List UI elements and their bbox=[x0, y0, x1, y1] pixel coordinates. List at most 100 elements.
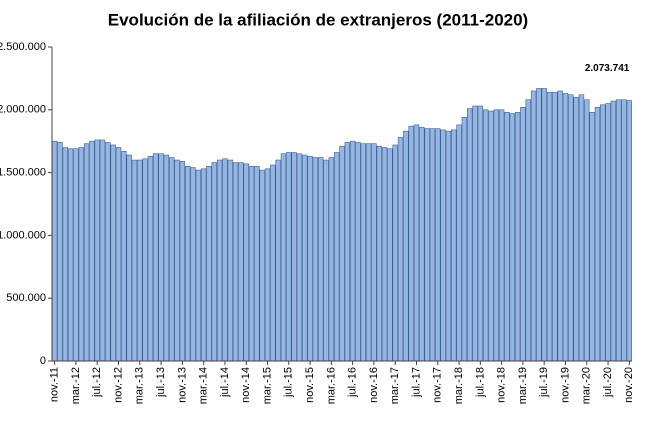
y-tick-label: 500.000 bbox=[6, 292, 46, 304]
bar bbox=[222, 158, 228, 362]
bar bbox=[477, 105, 484, 362]
bar bbox=[349, 140, 356, 362]
bar bbox=[504, 112, 510, 362]
bar bbox=[94, 139, 100, 362]
x-tick-label: nov.-13 bbox=[176, 367, 188, 403]
bar bbox=[110, 144, 116, 362]
x-tick-label: jul.-18 bbox=[474, 367, 486, 398]
bar bbox=[546, 91, 553, 362]
bar bbox=[594, 106, 601, 362]
bar bbox=[493, 109, 500, 362]
bar bbox=[280, 153, 287, 362]
bar bbox=[419, 127, 425, 362]
x-tick-label: mar.-13 bbox=[134, 367, 146, 404]
bar bbox=[536, 88, 542, 362]
bar bbox=[440, 129, 446, 362]
x-tick-label: jul.-13 bbox=[155, 367, 167, 398]
bar bbox=[365, 143, 372, 362]
bar bbox=[200, 168, 207, 362]
y-tick-label: 1.500.000 bbox=[0, 167, 46, 179]
x-tick-label: mar.-19 bbox=[517, 367, 529, 404]
bar bbox=[105, 142, 111, 362]
y-tick-label: 0 bbox=[40, 355, 46, 367]
x-tick-label: nov.-17 bbox=[432, 367, 444, 403]
x-tick-label: jul.-19 bbox=[538, 367, 550, 398]
bar bbox=[137, 159, 143, 362]
x-tick-label: nov.-15 bbox=[304, 367, 316, 403]
bar bbox=[89, 140, 95, 362]
bar bbox=[275, 159, 281, 362]
bar bbox=[270, 164, 276, 362]
bar bbox=[206, 166, 212, 362]
x-tick-label: nov.-19 bbox=[559, 367, 571, 403]
x-tick-label: jul.-16 bbox=[347, 367, 359, 398]
bar bbox=[62, 147, 68, 362]
bar bbox=[616, 99, 622, 362]
bar bbox=[195, 169, 202, 362]
bar bbox=[190, 167, 196, 362]
x-tick-label: mar.-18 bbox=[453, 367, 465, 404]
bar bbox=[467, 108, 473, 362]
bar bbox=[99, 139, 106, 362]
bar bbox=[435, 128, 441, 362]
bar bbox=[392, 144, 398, 362]
bar bbox=[248, 166, 255, 362]
bar bbox=[51, 140, 58, 362]
bar bbox=[525, 99, 531, 362]
bar bbox=[413, 124, 420, 362]
bar bbox=[211, 162, 217, 362]
bar bbox=[158, 153, 164, 362]
bar bbox=[371, 143, 377, 362]
x-tick-label: nov.-14 bbox=[240, 367, 252, 403]
bar bbox=[541, 88, 547, 362]
x-tick-label: jul.-12 bbox=[91, 367, 103, 398]
bar bbox=[403, 130, 409, 362]
bar bbox=[339, 145, 345, 362]
bar bbox=[360, 143, 366, 362]
bar bbox=[626, 100, 633, 362]
bar bbox=[509, 113, 515, 362]
bar bbox=[57, 142, 63, 362]
bar bbox=[291, 152, 297, 362]
bar bbox=[488, 110, 494, 362]
bar bbox=[286, 152, 292, 362]
bar bbox=[232, 162, 239, 362]
bar bbox=[115, 147, 122, 362]
bar bbox=[302, 154, 308, 362]
bar bbox=[424, 128, 430, 362]
x-tick-label: mar.-17 bbox=[389, 367, 401, 404]
bar bbox=[312, 157, 319, 362]
x-tick-label: mar.-14 bbox=[198, 367, 210, 404]
bar bbox=[259, 169, 265, 362]
bar bbox=[514, 112, 521, 362]
bar bbox=[610, 100, 617, 362]
bar bbox=[387, 148, 393, 362]
y-tick-label: 2.500.000 bbox=[0, 41, 46, 53]
x-tick-label: jul.-14 bbox=[219, 367, 231, 398]
bar bbox=[227, 159, 233, 362]
x-tick-label: mar.-15 bbox=[261, 367, 273, 404]
x-tick-label: nov.-12 bbox=[112, 367, 124, 403]
bar bbox=[318, 157, 324, 362]
bar bbox=[408, 125, 414, 362]
x-tick-label: mar.-20 bbox=[581, 367, 593, 404]
bar bbox=[381, 147, 388, 362]
bar bbox=[600, 104, 606, 362]
bar bbox=[573, 96, 579, 362]
bar bbox=[243, 163, 249, 362]
bar bbox=[184, 166, 191, 362]
bar bbox=[307, 155, 313, 362]
x-tick-label: nov.-18 bbox=[496, 367, 508, 403]
x-tick-label: nov.-11 bbox=[49, 367, 61, 402]
x-tick-label: nov.-16 bbox=[368, 367, 380, 403]
bar bbox=[179, 160, 186, 362]
bar bbox=[126, 154, 132, 362]
bar bbox=[578, 94, 585, 362]
bar bbox=[78, 147, 84, 362]
bar bbox=[328, 157, 335, 362]
bar bbox=[530, 90, 537, 362]
bar bbox=[429, 128, 436, 362]
bar bbox=[83, 143, 90, 362]
bar bbox=[605, 103, 611, 362]
